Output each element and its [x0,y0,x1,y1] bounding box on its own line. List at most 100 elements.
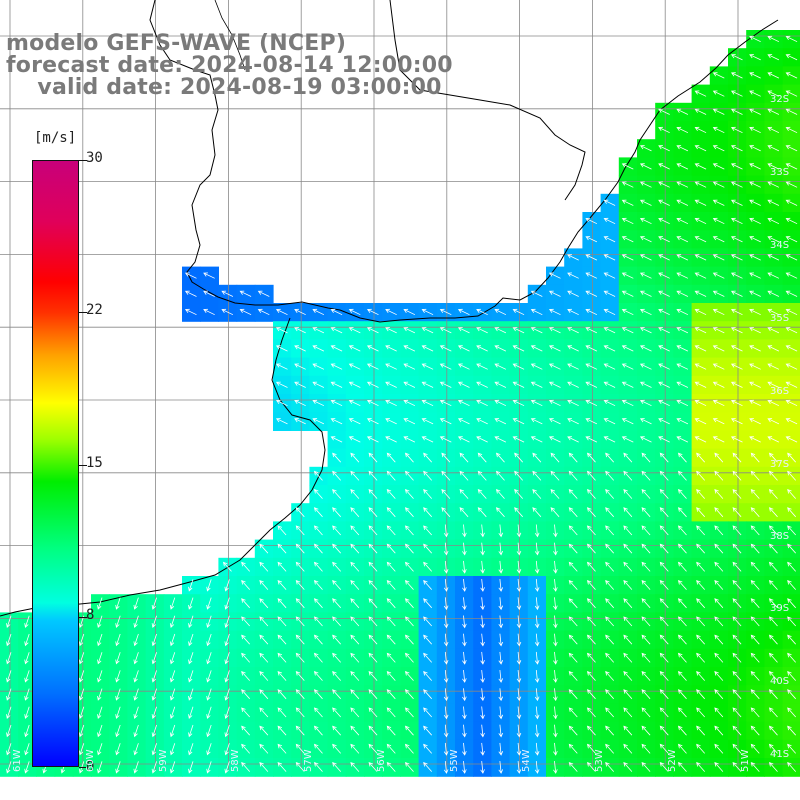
wind-arrow [567,436,579,443]
wind-arrow [641,598,651,609]
wind-arrow [459,507,469,518]
wind-arrow [605,488,614,499]
wind-arrow [241,670,250,681]
wind-arrow [151,743,157,756]
wind-arrow [480,706,485,720]
wind-arrow [676,308,689,316]
wind-arrow [241,707,250,718]
wind-arrow [294,418,306,425]
wind-arrow [385,381,397,388]
wind-arrow [585,363,598,370]
wind-arrow [332,452,341,463]
wind-arrow [605,670,614,681]
wind-arrow [530,363,543,370]
wind-arrow [694,363,707,370]
wind-arrow [567,327,579,334]
colorbar [32,160,79,767]
wind-arrow [696,470,705,481]
wind-arrow [641,670,651,681]
wind-arrow [694,345,707,352]
wind-arrow [312,327,325,334]
wind-arrow [787,598,796,609]
wind-arrow [6,724,12,738]
wind-cell [782,284,800,304]
wind-arrow [332,561,341,572]
wind-arrow [534,651,540,665]
wind-arrow [768,616,778,627]
wind-arrow [586,561,596,572]
wind-arrow [730,308,743,316]
wind-arrow [659,470,669,481]
wind-arrow [677,525,687,536]
wind-arrow [677,488,687,499]
wind-arrow [206,724,212,738]
wind-arrow [605,707,614,718]
wind-arrow [224,761,230,774]
wind-arrow [712,345,725,352]
wind-arrow [603,254,616,261]
wind-arrow [516,633,522,647]
wind-arrow [568,725,578,736]
wind-arrow [439,327,452,334]
wind-arrow [712,236,725,243]
wind-arrow [749,163,761,170]
wind-arrow [330,418,343,425]
wind-arrow [694,254,707,261]
wind-arrow [97,724,103,738]
wind-arrow [385,363,397,370]
wind-arrow [730,54,743,61]
wind-arrow [658,436,670,443]
wind-arrow [224,688,230,701]
wind-arrow [621,217,634,225]
wind-arrow [659,543,669,554]
wind-arrow [749,236,761,243]
wind-arrow [785,126,798,134]
wind-arrow [712,272,725,279]
wind-arrow [639,290,652,297]
wind-arrow [732,507,742,518]
wind-arrow [295,689,305,700]
wind-arrow [206,706,212,719]
wind-arrow [553,633,558,647]
wind-arrow [732,707,742,718]
wind-arrow [787,743,796,754]
wind-arrow [712,363,725,370]
wind-cell [782,485,800,504]
wind-arrow [603,290,616,297]
wind-arrow [714,652,724,663]
wind-arrow [696,707,705,718]
wind-arrow [462,761,467,774]
wind-arrow [623,652,633,663]
wind-arrow [423,670,432,681]
wind-arrow [259,725,269,736]
wind-arrow [151,633,157,647]
wind-arrow [603,363,616,370]
wind-arrow [553,688,558,702]
wind-arrow [641,452,651,463]
wind-arrow [457,418,470,425]
wind-arrow [368,452,378,463]
wind-arrow [641,707,651,718]
wind-arrow [404,743,414,754]
wind-arrow [787,707,796,718]
wind-arrow [623,470,633,481]
wind-arrow [658,381,670,388]
wind-arrow [313,707,323,718]
wind-arrow [78,670,85,683]
wind-arrow [476,345,488,352]
wind-arrow [462,670,467,683]
wind-arrow [676,418,689,425]
lon-label-61w: 61W [12,749,23,772]
wind-cell [782,212,800,231]
wind-arrow [787,525,796,536]
wind-arrow [259,670,269,681]
wind-arrow [495,470,505,481]
wind-arrow [658,254,670,261]
wind-arrow [151,652,157,665]
wind-arrow [641,488,651,499]
wind-arrow [206,652,212,665]
wind-arrow [514,507,523,518]
wind-arrow [512,345,525,352]
wind-arrow [787,579,796,590]
wind-arrow [659,507,669,518]
